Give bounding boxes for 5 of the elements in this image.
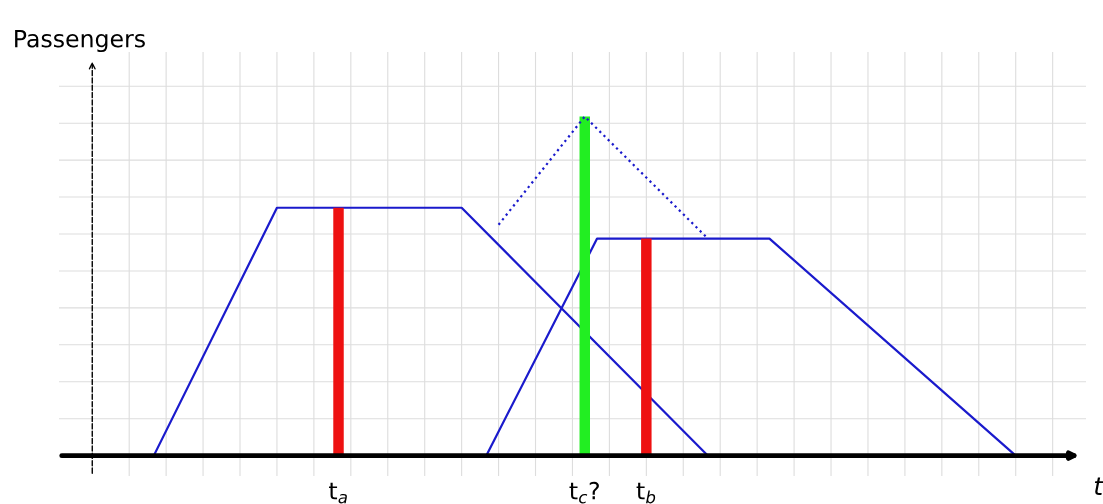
x-tick-label: t$_{b}$ <box>636 482 656 504</box>
x-tick-label: t$_{a}$ <box>328 482 347 504</box>
x-axis-title: t <box>1094 477 1103 495</box>
x-tick-label: t$_{c}$? <box>569 481 599 504</box>
y-axis-title: Passengers <box>15 29 145 53</box>
